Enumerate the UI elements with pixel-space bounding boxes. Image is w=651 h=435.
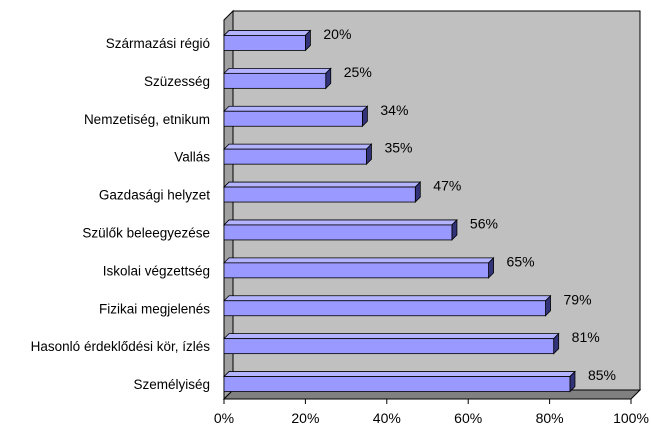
bar bbox=[223, 105, 369, 128]
bar bbox=[223, 29, 312, 52]
bar-top-face bbox=[223, 105, 369, 112]
bar-front-face bbox=[223, 262, 489, 279]
bar-top-face bbox=[223, 30, 312, 36]
category-label: Szülők beleegyezése bbox=[82, 225, 210, 240]
value-label: 56% bbox=[470, 215, 498, 231]
bar-top-face bbox=[223, 67, 332, 74]
category-label: Vallás bbox=[174, 150, 210, 165]
bar bbox=[223, 218, 458, 241]
bar-front-face bbox=[223, 72, 327, 89]
x-tick-label: 100% bbox=[613, 410, 649, 426]
bar bbox=[223, 370, 576, 393]
value-label: 34% bbox=[380, 102, 408, 118]
value-label: 25% bbox=[344, 64, 372, 80]
bar bbox=[223, 294, 552, 317]
x-tick-label: 80% bbox=[536, 410, 564, 426]
bar-front-face bbox=[223, 338, 555, 355]
bar-front-face bbox=[223, 148, 367, 165]
value-label: 47% bbox=[433, 178, 461, 194]
bar-top-face bbox=[223, 257, 495, 264]
category-label: Személyiség bbox=[133, 377, 210, 392]
bars bbox=[223, 29, 576, 393]
category-label: Iskolai végzettség bbox=[103, 263, 210, 278]
x-tick-label: 40% bbox=[373, 410, 401, 426]
x-axis: 0% 20% 40% 60% 80% 100% bbox=[214, 398, 649, 426]
bar bbox=[223, 332, 560, 355]
category-label: Hasonló érdeklődési kör, ízlés bbox=[31, 339, 211, 354]
bar-front-face bbox=[223, 35, 306, 51]
value-label: 20% bbox=[323, 26, 351, 42]
category-labels: Származási régió Szüzesség Nemzetiség, etn… bbox=[31, 36, 211, 392]
bar bbox=[223, 143, 373, 166]
bar-top-face bbox=[223, 295, 552, 302]
bar-top-face bbox=[223, 333, 560, 340]
bar-top-face bbox=[223, 219, 458, 226]
value-label: 35% bbox=[384, 140, 412, 156]
category-label: Gazdasági helyzet bbox=[99, 188, 210, 203]
category-label: Szüzesség bbox=[144, 74, 210, 89]
bar-top-face bbox=[223, 181, 422, 188]
bar bbox=[223, 67, 332, 90]
bar-front-face bbox=[223, 186, 416, 203]
category-label: Nemzetiség, etnikum bbox=[84, 112, 210, 127]
bar-front-face bbox=[223, 224, 453, 241]
x-tick-label: 0% bbox=[214, 410, 234, 426]
category-label: Származási régió bbox=[106, 36, 210, 51]
bar bbox=[223, 181, 422, 204]
bar-top-face bbox=[223, 143, 373, 150]
bar-front-face bbox=[223, 110, 363, 127]
bar-front-face bbox=[223, 300, 546, 317]
bar-front-face bbox=[223, 376, 571, 392]
x-tick-label: 20% bbox=[291, 410, 319, 426]
category-label: Fizikai megjelenés bbox=[99, 301, 210, 316]
bar bbox=[223, 256, 495, 279]
value-label: 85% bbox=[588, 367, 616, 383]
bar-top-face bbox=[223, 371, 576, 377]
value-label: 79% bbox=[564, 291, 592, 307]
value-labels: 20% 25% 34% 35% 47% 56% 65% 79% 81% 85% bbox=[323, 26, 616, 383]
x-tick-label: 60% bbox=[454, 410, 482, 426]
value-label: 81% bbox=[572, 329, 600, 345]
value-label: 65% bbox=[507, 253, 535, 269]
